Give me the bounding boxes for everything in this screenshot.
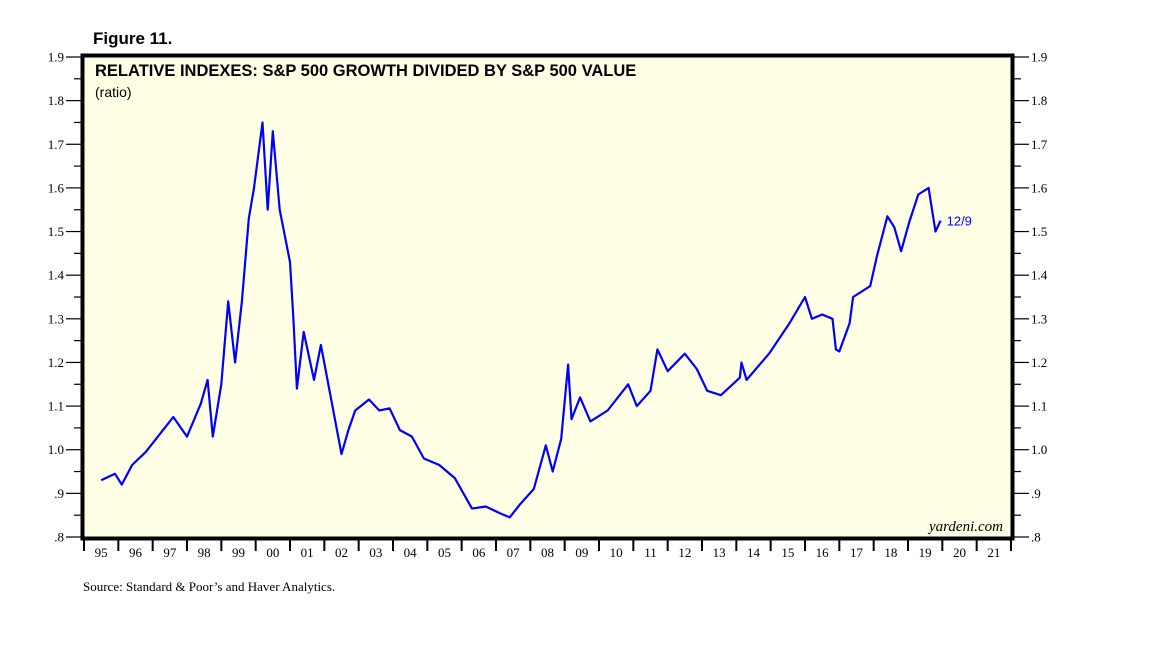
x-tick-label: 06 [472,545,486,560]
x-tick-label: 09 [575,545,588,560]
y-tick-label-left: 1.4 [48,268,65,283]
series-line-growth-value-ratio [100,121,942,519]
x-tick-label: 04 [404,545,418,560]
end-date-annotation: 12/9 [947,214,972,229]
y-tick-label-right: .8 [1031,530,1041,545]
y-tick-label-right: .9 [1031,486,1041,501]
x-tick-label: 96 [129,545,143,560]
chart-subtitle: (ratio) [95,84,132,100]
x-tick-label: 13 [713,545,726,560]
y-tick-label-right: 1.9 [1031,50,1047,65]
x-tick-label: 97 [163,545,177,560]
plot-area [84,57,1011,537]
x-tick-label: 03 [369,545,382,560]
x-tick-label: 99 [232,545,245,560]
figure-label: Figure 11. [93,29,172,48]
x-tick-label: 20 [953,545,966,560]
x-tick-label: 15 [781,545,794,560]
y-tick-label-left: 1.5 [48,224,64,239]
y-tick-label-right: 1.7 [1031,137,1048,152]
y-tick-label-right: 1.4 [1031,268,1048,283]
x-tick-label: 17 [850,545,864,560]
y-tick-label-left: .8 [54,530,64,545]
y-tick-label-right: 1.2 [1031,355,1047,370]
y-tick-label-left: 1.7 [48,137,65,152]
y-axis-left: 1.9 1.8 1.7 1.6 1.5 1.4 1.3 1.2 1.1 1.0 .9 .8 [48,50,82,545]
x-tick-label: 14 [747,545,761,560]
x-tick-label: 00 [266,545,279,560]
x-tick-label: 05 [438,545,451,560]
y-tick-label-right: 1.0 [1031,442,1047,457]
y-tick-label-left: 1.1 [48,399,64,414]
y-tick-label-left: 1.6 [48,180,65,195]
source-note: Source: Standard & Poor’s and Haver Anal… [83,579,335,594]
x-tick-label: 21 [987,545,1000,560]
x-tick-label: 08 [541,545,554,560]
x-axis: 95 96 97 98 99 00 01 02 03 04 05 06 07 08 09 10 11 12 13 14… [83,539,1012,560]
y-tick-label-left: 1.3 [48,311,64,326]
y-tick-label-left: 1.8 [48,93,64,108]
y-tick-label-right: 1.1 [1031,399,1047,414]
x-tick-label: 01 [301,545,314,560]
y-tick-label-right: 1.3 [1031,311,1047,326]
y-tick-label-right: 1.8 [1031,93,1047,108]
x-tick-label: 11 [644,545,657,560]
x-tick-label: 16 [816,545,830,560]
y-tick-label-right: 1.6 [1031,180,1048,195]
x-tick-label: 10 [610,545,623,560]
x-tick-label: 02 [335,545,348,560]
x-tick-label: 95 [95,545,108,560]
y-tick-label-left: 1.2 [48,355,64,370]
x-tick-label: 19 [919,545,932,560]
x-tick-label: 07 [507,545,521,560]
y-tick-label-left: 1.9 [48,50,64,65]
plot-border [80,53,1015,541]
y-axis-right: 1.9 1.8 1.7 1.6 1.5 1.4 1.3 1.2 1.1 1.0 .9 .8 [1013,50,1048,545]
y-tick-label-left: 1.0 [48,442,64,457]
y-tick-label-left: .9 [54,486,64,501]
x-tick-label: 12 [678,545,691,560]
x-tick-label: 98 [198,545,211,560]
watermark: yardeni.com [927,519,1003,535]
x-tick-label: 18 [884,545,897,560]
chart-title: RELATIVE INDEXES: S&P 500 GROWTH DIVIDED… [95,62,636,80]
y-tick-label-right: 1.5 [1031,224,1047,239]
